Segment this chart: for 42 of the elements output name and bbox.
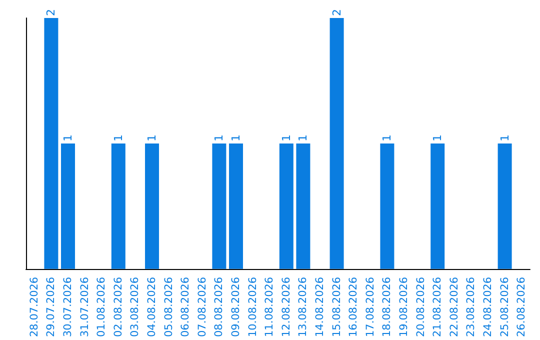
x-tick-label: 24.08.2026 [482, 276, 494, 338]
x-tick-label: 28.07.2026 [28, 276, 40, 338]
x-tick-label: 08.08.2026 [213, 276, 226, 338]
x-tick-label: 06.08.2026 [180, 276, 192, 338]
data-label: 1 [62, 134, 74, 142]
x-tick-label: 11.08.2026 [264, 276, 276, 338]
data-label: 1 [431, 134, 444, 142]
x-tick-label: 03.08.2026 [129, 276, 142, 338]
data-label: 2 [44, 9, 58, 16]
data-label: 1 [280, 134, 293, 142]
x-tick-label: 23.08.2026 [465, 276, 478, 338]
x-tick-label: 01.08.2026 [96, 276, 108, 338]
x-tick-label: 05.08.2026 [162, 276, 175, 338]
x-tick-label: 22.08.2026 [448, 276, 460, 338]
x-tick-label: 07.08.2026 [196, 276, 208, 338]
data-label: 2 [330, 9, 344, 16]
x-tick-label: 26.08.2026 [516, 276, 528, 338]
x-tick-label: 31.07.2026 [78, 276, 91, 338]
data-label: 1 [230, 134, 242, 142]
x-tick-label: 04.08.2026 [146, 276, 158, 338]
x-tick-label: 16.08.2026 [348, 276, 360, 338]
x-tick-label: 25.08.2026 [498, 276, 511, 338]
x-tick-label: 21.08.2026 [432, 276, 444, 338]
data-label: 1 [380, 134, 394, 142]
data-label: 1 [212, 134, 226, 142]
x-tick-label: 17.08.2026 [364, 276, 376, 338]
data-label: 1 [296, 134, 310, 142]
x-tick-label: 10.08.2026 [246, 276, 259, 338]
x-tick-label: 18.08.2026 [381, 276, 394, 338]
x-tick-label: 09.08.2026 [230, 276, 242, 338]
x-tick-label: 20.08.2026 [414, 276, 427, 338]
x-tick-label: 14.08.2026 [314, 276, 326, 338]
x-tick-label: 15.08.2026 [330, 276, 343, 338]
data-label: 1 [112, 134, 125, 142]
x-tick-label: 02.08.2026 [112, 276, 124, 338]
x-tick-label: 12.08.2026 [280, 276, 292, 338]
x-tick-label: 13.08.2026 [297, 276, 310, 338]
x-tick-label: 29.07.2026 [45, 276, 58, 338]
data-label: 1 [146, 134, 158, 142]
data-label: 1 [498, 134, 512, 142]
x-tick-label: 30.07.2026 [62, 276, 74, 338]
x-tick-label: 19.08.2026 [398, 276, 410, 338]
